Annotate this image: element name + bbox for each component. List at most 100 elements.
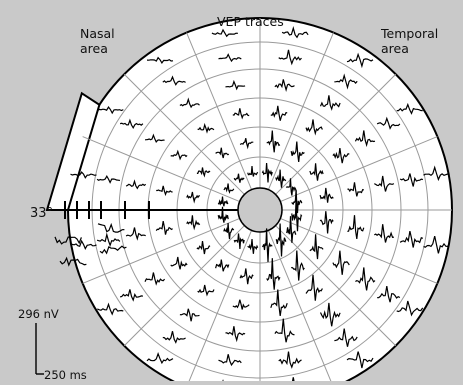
amplitude-scale-label: 296 nV xyxy=(18,307,59,321)
vep-trace xyxy=(291,250,305,281)
vep-trace xyxy=(278,351,302,369)
vep-trace xyxy=(146,352,174,365)
vep-trace xyxy=(162,75,186,86)
vep-trace xyxy=(376,116,401,130)
vep-trace xyxy=(96,106,124,115)
nasal-label-line-1: Nasal xyxy=(80,26,115,41)
vep-trace xyxy=(334,328,358,347)
vep-trace xyxy=(119,289,143,302)
axis-annotations xyxy=(35,201,238,375)
vep-trace xyxy=(261,163,273,183)
vep-trace xyxy=(186,191,200,204)
vep-trace xyxy=(179,97,200,109)
vep-trace xyxy=(286,216,297,243)
sector-spoke xyxy=(275,225,397,347)
vep-trace xyxy=(223,223,235,240)
vep-trace xyxy=(97,222,125,233)
vep-trace xyxy=(144,133,165,143)
vep-trace xyxy=(399,230,424,248)
vep-trace xyxy=(170,149,188,161)
vep-trace xyxy=(239,138,254,150)
vep-trace xyxy=(97,302,124,316)
time-scale-label: 250 ms xyxy=(44,368,87,381)
vep-trace xyxy=(305,119,323,136)
temporal-label-line-2: area xyxy=(381,41,409,56)
vep-trace xyxy=(261,228,273,263)
vep-trace xyxy=(239,268,254,285)
vep-trace xyxy=(96,175,121,184)
vep-trace xyxy=(247,238,259,254)
vep-trace xyxy=(334,73,358,90)
vep-trace xyxy=(156,185,173,197)
vep-trace xyxy=(377,286,401,303)
vep-trace xyxy=(233,233,245,250)
vep-trace xyxy=(125,179,147,190)
vep-trace xyxy=(396,102,423,115)
vep-trace xyxy=(270,289,288,316)
vep-trace xyxy=(215,147,230,159)
sector-spoke xyxy=(82,136,240,203)
vep-trace xyxy=(374,224,394,243)
vep-trace xyxy=(374,175,395,192)
vep-trace xyxy=(281,26,309,39)
vep-trace xyxy=(225,326,246,343)
sector-spoke xyxy=(123,225,245,347)
vep-trace xyxy=(347,215,365,239)
vep-trace xyxy=(119,118,144,130)
vep-trace xyxy=(99,245,127,255)
vep-trace xyxy=(215,259,230,272)
sector-spoke xyxy=(280,136,438,203)
vep-trace xyxy=(423,165,450,182)
vep-trace xyxy=(319,302,341,327)
vep-trace xyxy=(196,167,211,178)
vep-trace xyxy=(274,318,295,343)
vep-trace-group xyxy=(54,26,451,385)
vep-trace xyxy=(275,223,287,257)
vep-trace xyxy=(197,284,215,297)
sector-spoke xyxy=(280,217,438,284)
vep-trace xyxy=(290,141,305,162)
vep-trace xyxy=(217,196,229,207)
vep-trace xyxy=(196,241,211,255)
vep-trace xyxy=(278,49,302,66)
sector-spoke xyxy=(186,230,253,385)
vep-trace xyxy=(218,53,242,63)
vep-trace xyxy=(309,163,324,181)
fovea-hole xyxy=(237,187,283,233)
figure-title: VEP traces xyxy=(217,14,284,29)
vep-trace xyxy=(347,182,365,197)
vep-trace xyxy=(197,122,215,134)
vep-trace xyxy=(319,211,334,234)
nasal-label-line-2: area xyxy=(80,41,108,56)
vep-trace xyxy=(274,79,295,93)
vep-trace xyxy=(275,169,287,188)
nasal-area-label: Nasal area xyxy=(80,26,115,56)
vep-trace xyxy=(225,79,246,91)
vep-trace xyxy=(291,189,303,214)
vep-trace xyxy=(319,95,341,111)
sector-spoke xyxy=(82,217,240,284)
vep-trace xyxy=(396,300,424,317)
sector-spoke xyxy=(123,73,245,195)
vep-trace xyxy=(354,130,376,148)
vep-trace xyxy=(96,232,121,247)
vep-trace xyxy=(155,220,173,235)
vep-trace xyxy=(266,130,281,153)
vep-trace xyxy=(346,351,374,369)
vep-trace xyxy=(270,105,288,121)
vep-trace xyxy=(319,187,334,203)
sector-spoke xyxy=(267,32,334,190)
vep-trace xyxy=(125,227,146,241)
vep-trace xyxy=(162,331,186,344)
temporal-label-line-1: Temporal xyxy=(381,26,439,41)
vep-trace xyxy=(266,258,281,290)
vep-trace xyxy=(355,267,376,291)
vep-trace xyxy=(232,299,250,310)
vep-trace xyxy=(247,166,259,177)
vep-trace xyxy=(305,274,323,301)
vep-trace xyxy=(346,52,374,69)
vep-trace xyxy=(217,206,229,223)
vep-trace xyxy=(285,178,297,196)
